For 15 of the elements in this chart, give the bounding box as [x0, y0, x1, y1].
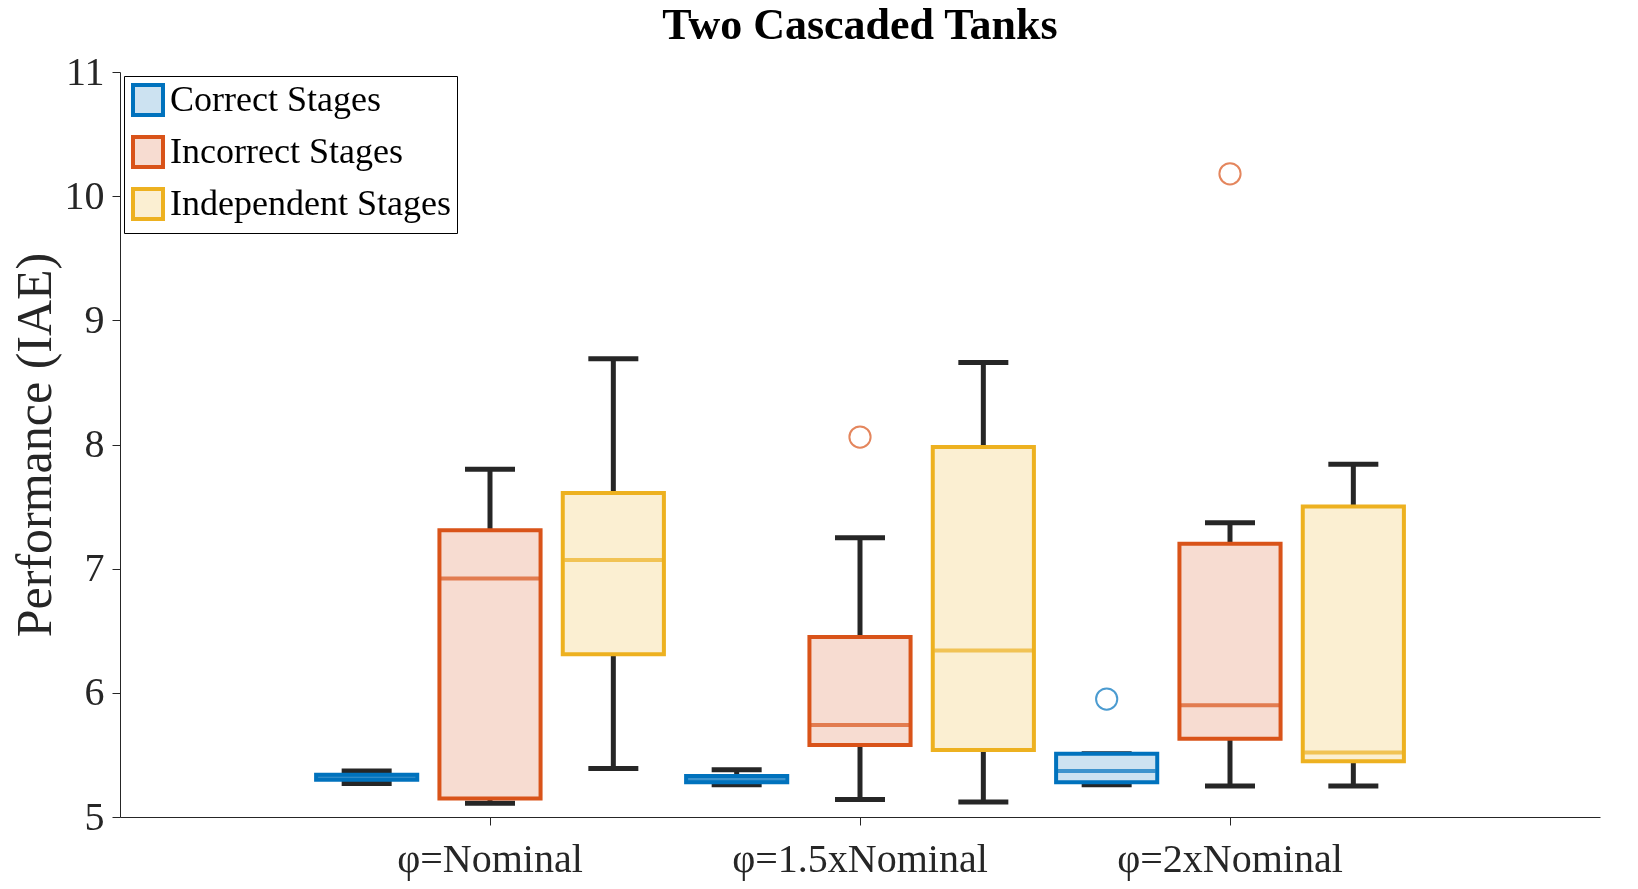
y-tick-label: 11 [65, 48, 105, 94]
y-tick-label: 10 [64, 172, 105, 218]
chart-title: Two Cascaded Tanks [662, 0, 1058, 49]
y-tick-label: 5 [84, 793, 105, 839]
y-axis-title: Performance (IAE) [5, 252, 62, 638]
y-tick-label: 9 [84, 296, 105, 342]
legend-label: Correct Stages [170, 79, 381, 119]
y-tick-label: 7 [84, 545, 105, 591]
y-tick-label: 6 [84, 669, 105, 715]
x-tick-label: φ=1.5xNominal [732, 835, 988, 881]
legend-label: Incorrect Stages [170, 131, 403, 171]
y-tick-label: 8 [84, 421, 105, 466]
x-tick-label: φ=Nominal [397, 835, 583, 881]
x-tick-label: φ=2xNominal [1117, 835, 1343, 881]
legend-label: Independent Stages [170, 183, 451, 223]
